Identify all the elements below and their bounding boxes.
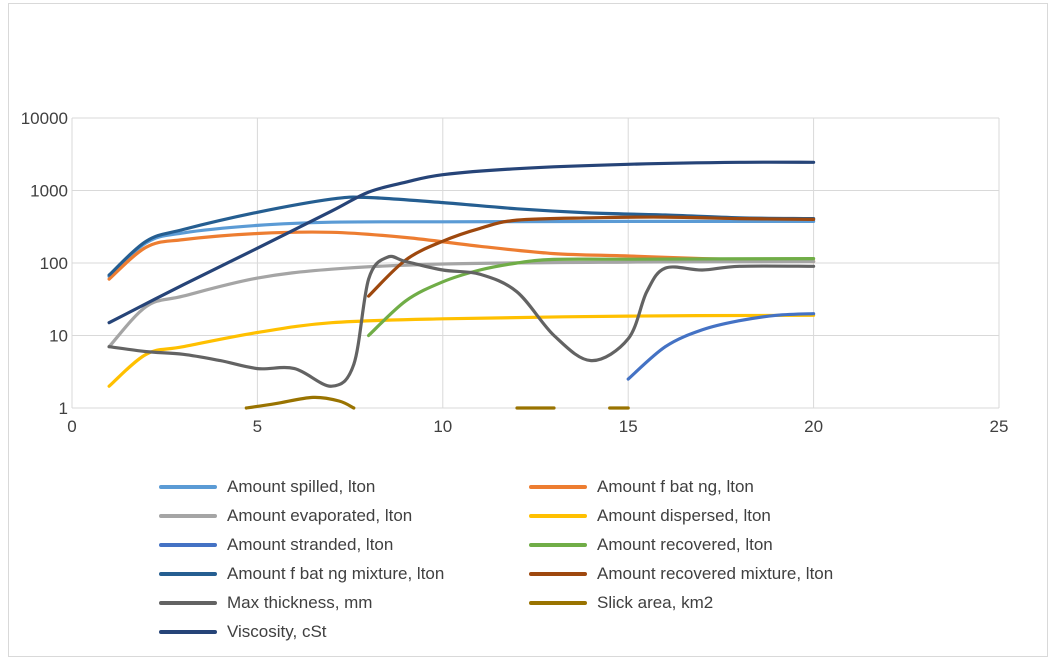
series-line-amount-dispersed-lton bbox=[107, 313, 816, 388]
tick-layer: 0 5 10 15 20 25 1 10 100 1000 10000 bbox=[21, 109, 1009, 436]
legend-item-amount-f-bat-ng-mixture-lton: Amount f bat ng mixture, lton bbox=[159, 561, 529, 586]
x-tick-label: 10 bbox=[433, 417, 452, 436]
legend: Amount spilled, lton Amount f bat ng, lto… bbox=[159, 474, 899, 644]
series-line-slick-area-km2 bbox=[244, 395, 356, 410]
legend-label: Slick area, km2 bbox=[597, 592, 714, 612]
x-tick-label: 20 bbox=[804, 417, 823, 436]
legend-label: Amount recovered, lton bbox=[597, 534, 773, 554]
legend-item-amount-spilled-lton: Amount spilled, lton bbox=[159, 474, 529, 499]
legend-swatch bbox=[529, 513, 587, 518]
x-tick-label: 15 bbox=[619, 417, 638, 436]
y-tick-label: 1000 bbox=[30, 182, 68, 201]
legend-item-slick-area-km2: Slick area, km2 bbox=[529, 590, 899, 615]
legend-item-amount-evaporated-lton: Amount evaporated, lton bbox=[159, 503, 529, 528]
line-chart: 0 5 10 15 20 25 1 10 100 1000 10000 bbox=[21, 109, 1009, 436]
legend-swatch bbox=[159, 484, 217, 489]
series-line-viscosity-cst bbox=[107, 160, 816, 325]
legend-label: Amount f bat ng, lton bbox=[597, 476, 754, 496]
legend-label: Amount f bat ng mixture, lton bbox=[227, 563, 445, 583]
legend-item-amount-stranded-lton: Amount stranded, lton bbox=[159, 532, 529, 557]
y-tick-label: 100 bbox=[40, 254, 68, 273]
legend-label: Amount dispersed, lton bbox=[597, 505, 771, 525]
y-tick-label: 1 bbox=[59, 399, 68, 418]
series-line-amount-recovered-lton bbox=[367, 257, 816, 338]
series-line-amount-evaporated-lton bbox=[107, 259, 816, 349]
x-tick-label: 25 bbox=[990, 417, 1009, 436]
legend-item-amount-dispersed-lton: Amount dispersed, lton bbox=[529, 503, 899, 528]
legend-label: Viscosity, cSt bbox=[227, 621, 327, 641]
legend-item-viscosity-cst: Viscosity, cSt bbox=[159, 619, 529, 644]
y-tick-label: 10000 bbox=[21, 109, 68, 128]
legend-swatch bbox=[159, 600, 217, 605]
legend-label: Amount evaporated, lton bbox=[227, 505, 413, 525]
legend-label: Amount spilled, lton bbox=[227, 476, 376, 496]
legend-label: Amount recovered mixture, lton bbox=[597, 563, 834, 583]
x-tick-label: 5 bbox=[253, 417, 262, 436]
y-tick-label: 10 bbox=[49, 327, 68, 346]
legend-swatch bbox=[159, 629, 217, 634]
legend-swatch bbox=[529, 571, 587, 576]
series-line-amount-spilled-lton bbox=[107, 219, 816, 279]
legend-swatch bbox=[159, 542, 217, 547]
legend-label: Max thickness, mm bbox=[227, 592, 373, 612]
legend-item-amount-recovered-lton: Amount recovered, lton bbox=[529, 532, 899, 557]
legend-swatch bbox=[529, 542, 587, 547]
legend-item-amount-f-bat-ng-lton: Amount f bat ng, lton bbox=[529, 474, 899, 499]
legend-label: Amount stranded, lton bbox=[227, 534, 394, 554]
legend-swatch bbox=[529, 600, 587, 605]
x-tick-label: 0 bbox=[67, 417, 76, 436]
legend-swatch bbox=[159, 513, 217, 518]
series-layer bbox=[107, 160, 816, 410]
legend-item-max-thickness-mm: Max thickness, mm bbox=[159, 590, 529, 615]
chart-container: 0 5 10 15 20 25 1 10 100 1000 10000 Amount spilled… bbox=[8, 3, 1048, 657]
series-line-max-thickness-mm bbox=[107, 254, 816, 388]
series-line-amount-f-bat-ng-lton bbox=[107, 230, 816, 281]
legend-swatch bbox=[159, 571, 217, 576]
series-line-amount-recovered-mixture-lton bbox=[367, 215, 816, 298]
legend-item-amount-recovered-mixture-lton: Amount recovered mixture, lton bbox=[529, 561, 899, 586]
legend-swatch bbox=[529, 484, 587, 489]
series-line-amount-f-bat-ng-mixture-lton bbox=[107, 195, 816, 277]
series-line-amount-stranded-lton bbox=[626, 312, 816, 381]
